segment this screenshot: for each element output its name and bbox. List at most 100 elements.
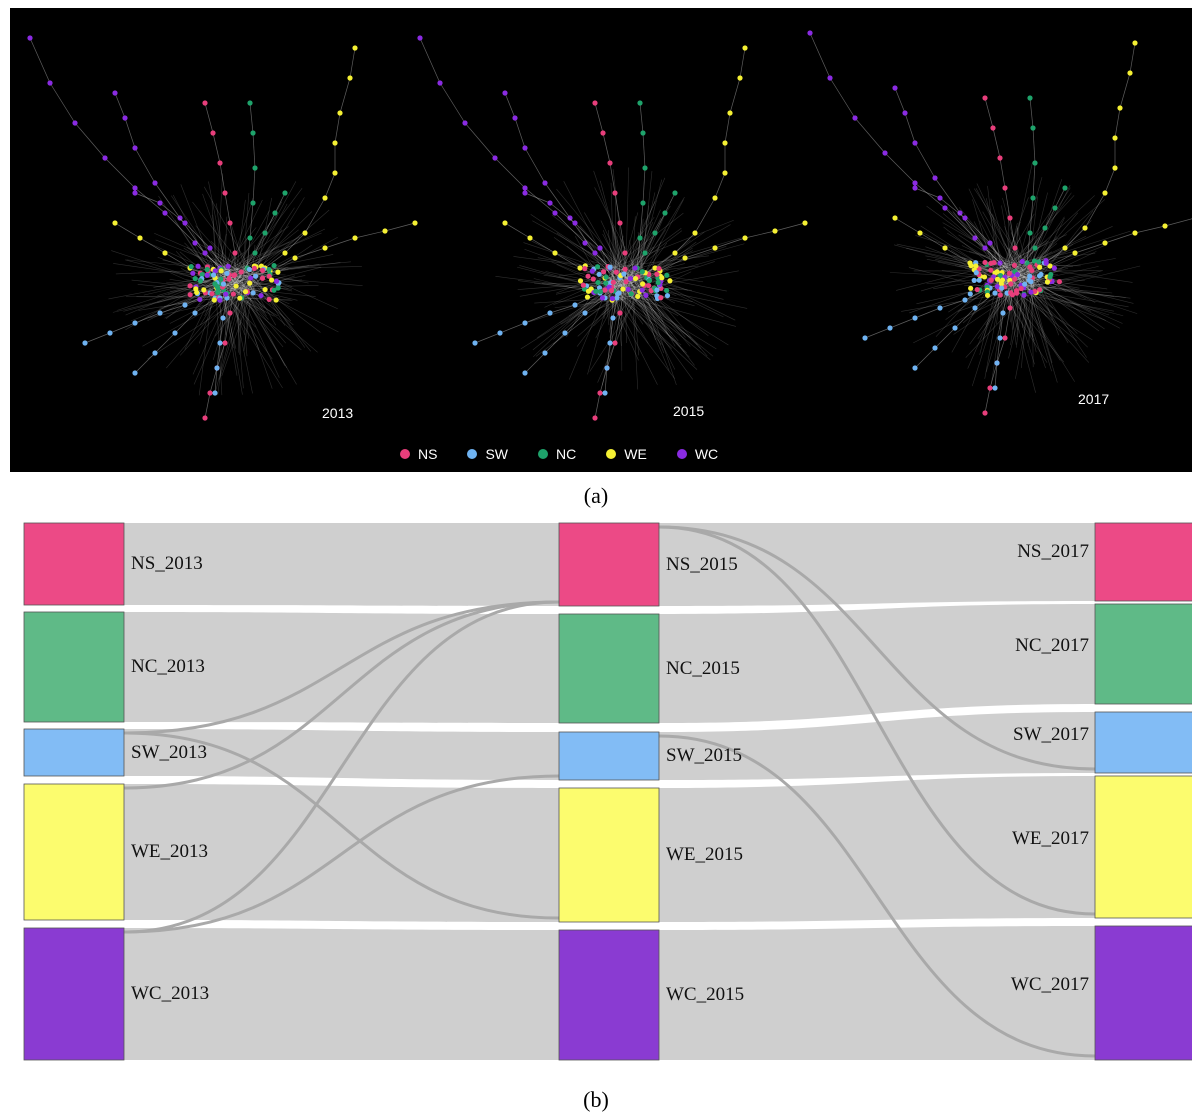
network-edge bbox=[244, 274, 321, 333]
network-edge bbox=[537, 269, 637, 339]
network-node bbox=[607, 160, 613, 166]
network-node bbox=[547, 310, 553, 316]
network-edge bbox=[1009, 217, 1016, 249]
network-node bbox=[1002, 335, 1008, 341]
sankey-node-label: WE_2013 bbox=[131, 841, 209, 862]
network-edge bbox=[609, 162, 616, 194]
network-edge bbox=[114, 222, 141, 239]
network-edge bbox=[984, 387, 991, 414]
network-edge bbox=[1074, 242, 1106, 254]
network-edge bbox=[1028, 236, 1058, 274]
network-edge bbox=[714, 237, 746, 249]
network-edge bbox=[219, 284, 248, 380]
network-edge bbox=[714, 172, 726, 199]
network-node bbox=[603, 280, 609, 286]
network-edge bbox=[532, 220, 641, 281]
network-edge bbox=[349, 47, 356, 79]
network-edge bbox=[619, 222, 626, 254]
network-node bbox=[982, 245, 988, 251]
sankey-node-label: NS_2013 bbox=[131, 553, 203, 574]
network-node bbox=[602, 390, 608, 396]
network-node bbox=[616, 290, 622, 296]
year-label-2017: 2017 bbox=[1078, 391, 1110, 407]
network-edge bbox=[159, 202, 186, 224]
network-node bbox=[572, 220, 578, 226]
network-node bbox=[497, 330, 503, 336]
network-node bbox=[1162, 223, 1168, 229]
network-edge bbox=[774, 222, 806, 232]
network-edge bbox=[612, 247, 643, 292]
network-node bbox=[621, 271, 627, 277]
network-edge bbox=[637, 205, 650, 296]
network-edge bbox=[610, 216, 655, 275]
network-node bbox=[1038, 271, 1044, 278]
network-edge bbox=[914, 182, 946, 209]
network-edge bbox=[229, 222, 236, 254]
network-node bbox=[1042, 225, 1048, 231]
network-edge bbox=[523, 242, 622, 276]
network-node bbox=[1021, 292, 1027, 298]
network-node bbox=[522, 185, 528, 191]
network-node bbox=[981, 274, 988, 280]
network-edge bbox=[1002, 265, 1120, 329]
network-node bbox=[193, 286, 199, 292]
network-edge bbox=[644, 274, 688, 291]
network-edge bbox=[556, 188, 641, 291]
network-edge bbox=[974, 292, 996, 309]
network-edge bbox=[1004, 307, 1011, 339]
network-node bbox=[202, 250, 208, 256]
network-edge bbox=[239, 271, 248, 357]
legend-dot-icon bbox=[538, 449, 549, 459]
network-node bbox=[982, 259, 988, 266]
network-edge bbox=[609, 317, 614, 344]
network-node bbox=[722, 170, 728, 176]
network-node bbox=[232, 250, 238, 256]
network-node bbox=[974, 286, 980, 293]
network-node bbox=[192, 240, 198, 246]
network-node bbox=[250, 200, 256, 206]
network-node bbox=[238, 269, 244, 275]
network-edge bbox=[564, 312, 586, 334]
network-edge bbox=[554, 296, 640, 309]
network-edge bbox=[999, 237, 1021, 277]
network-node bbox=[210, 130, 216, 136]
network-edge bbox=[969, 264, 1029, 345]
network-node bbox=[1030, 125, 1036, 131]
network-edge bbox=[989, 362, 998, 389]
network-node bbox=[437, 80, 443, 86]
network-edge bbox=[209, 247, 236, 284]
sankey-node-label: WC_2015 bbox=[666, 984, 745, 1005]
sankey-diagram bbox=[23, 522, 1192, 1061]
network-node bbox=[337, 110, 343, 116]
network-edge bbox=[999, 157, 1006, 189]
network-legend: NS SW NC WE WC bbox=[400, 446, 748, 462]
network-node bbox=[247, 280, 253, 286]
network-edge bbox=[606, 273, 649, 344]
network-edge bbox=[1001, 287, 1065, 363]
network-node bbox=[596, 285, 603, 291]
network-node bbox=[632, 265, 638, 271]
network-node bbox=[1027, 264, 1033, 270]
network-edge bbox=[198, 295, 228, 311]
network-node bbox=[620, 286, 626, 292]
network-edge bbox=[624, 274, 695, 366]
network-edge bbox=[464, 122, 496, 159]
sankey-node-we-2015 bbox=[558, 787, 660, 923]
network-node bbox=[1052, 205, 1058, 211]
network-node bbox=[594, 264, 601, 270]
network-node bbox=[596, 271, 602, 277]
network-edge bbox=[219, 268, 275, 278]
network-node bbox=[177, 215, 183, 221]
network-node bbox=[635, 293, 641, 300]
network-edge bbox=[602, 291, 625, 316]
sankey-node-we-2017 bbox=[1094, 775, 1192, 919]
network-node bbox=[223, 291, 229, 297]
network-node bbox=[994, 360, 1000, 366]
network-edge bbox=[1025, 266, 1133, 283]
caption-a: (a) bbox=[583, 483, 609, 508]
network-edge bbox=[1011, 212, 1079, 294]
network-node bbox=[912, 365, 918, 371]
network-edge bbox=[1011, 283, 1043, 287]
network-edge bbox=[632, 284, 661, 319]
network-node bbox=[225, 263, 231, 269]
